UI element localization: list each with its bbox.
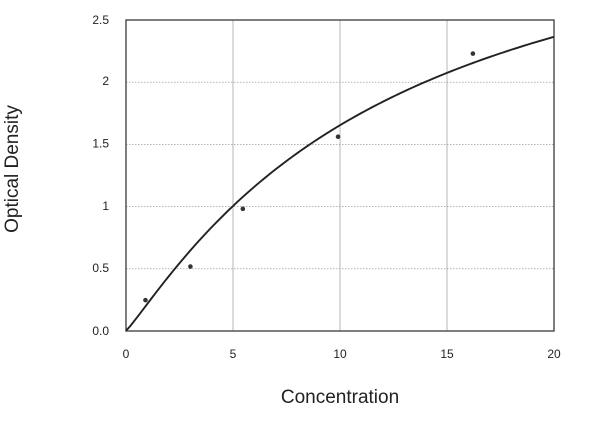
svg-text:10: 10 — [333, 347, 347, 361]
svg-text:5: 5 — [230, 347, 237, 361]
svg-text:0: 0 — [123, 347, 130, 361]
svg-text:1.5: 1.5 — [92, 137, 109, 151]
svg-text:15: 15 — [440, 347, 454, 361]
svg-text:0.5: 0.5 — [92, 261, 109, 275]
svg-text:2: 2 — [102, 74, 109, 88]
svg-text:1: 1 — [102, 199, 109, 213]
svg-text:Concentration: Concentration — [281, 387, 399, 408]
svg-text:2.5: 2.5 — [92, 13, 109, 27]
svg-text:0.0: 0.0 — [92, 324, 109, 338]
svg-text:Optical Density: Optical Density — [2, 105, 23, 233]
svg-text:20: 20 — [547, 347, 561, 361]
